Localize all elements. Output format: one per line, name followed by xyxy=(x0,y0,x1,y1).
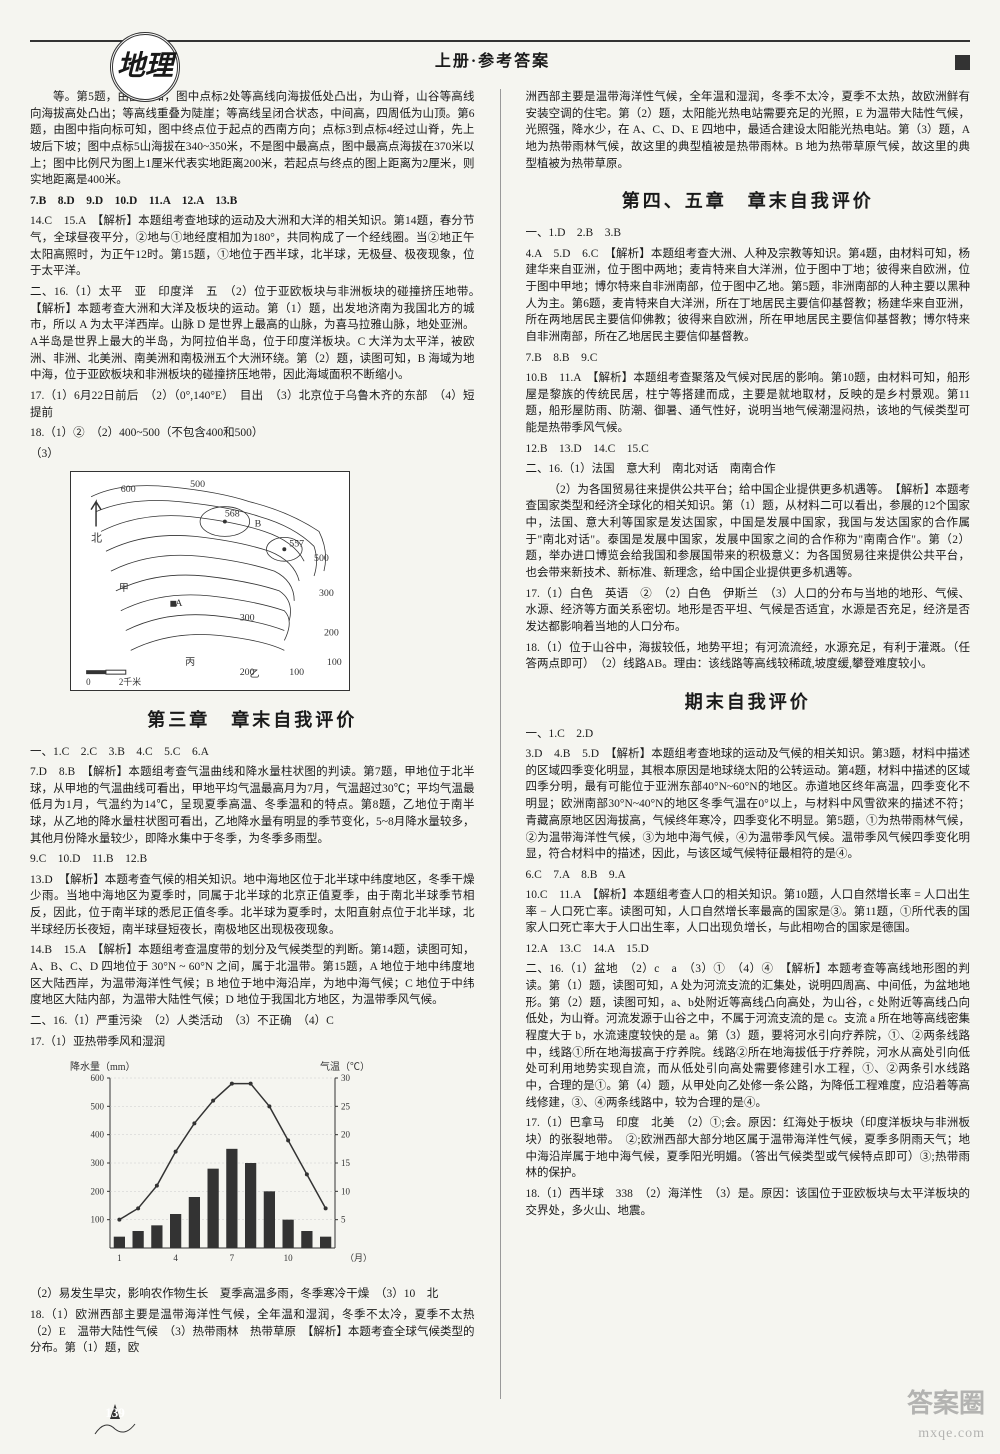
watermark: 答案圈 mxqe.com xyxy=(907,1384,985,1444)
f-q18: 18.（1）西半球 338 （2）海洋性 （3）是。原因：该国位于亚欧板块与太平… xyxy=(526,1186,971,1219)
s45-q18: 18.（1）位于山谷中，海拔较低，地势平坦；有河流流经，水源充足，有利于灌溉。（… xyxy=(526,640,971,673)
answer-q16: 二、16.（1）太平 亚 印度洋 五 （2）位于亚欧板块与非洲板块的碰撞挤压地带… xyxy=(30,284,475,384)
svg-text:4: 4 xyxy=(173,1253,178,1263)
climate-chart: 100 200 300 400 500 600 5 10 15 20 25 30 1 4 7 10 （月） 降水量… xyxy=(60,1058,380,1278)
contour-map-figure: 0 2千米 北 60050056855750030030020010020010… xyxy=(70,471,350,691)
answer-q17: 17.（1）6月22日前后 （2）（0°,140°E） 目出 （3）北京位于乌鲁… xyxy=(30,388,475,421)
s45-q17: 17.（1）白色 英语 ② （2）白色 伊斯兰 （3）人口的分布与当地的地形、气… xyxy=(526,586,971,636)
svg-text:400: 400 xyxy=(91,1130,105,1140)
page-header: 地理 上册·参考答案 xyxy=(30,40,970,74)
svg-text:600: 600 xyxy=(121,484,136,495)
section3-title: 第三章 章末自我评价 xyxy=(30,707,475,734)
s45-q10: 10.B 11.A 【解析】本题组考查聚落及气候对民居的影响。第10题，由材料可… xyxy=(526,370,971,437)
right-column: 洲西部主要是温带海洋性气候，全年温和湿润，冬季不太冷，夏季不太热，故欧洲鲜有安装… xyxy=(526,89,971,1399)
s45-a3: 12.B 13.D 14.C 15.C xyxy=(526,441,971,458)
svg-text:0: 0 xyxy=(86,677,91,687)
svg-text:丙: 丙 xyxy=(185,657,195,668)
svg-text:30: 30 xyxy=(341,1073,351,1083)
page-number: 139 xyxy=(90,1399,140,1439)
svg-text:200: 200 xyxy=(324,627,339,638)
s3-q18: 18.（1）欧洲西部主要是温带海洋性气候，全年温和湿润，冬季不太冷，夏季不太热 … xyxy=(30,1307,475,1357)
svg-text:20: 20 xyxy=(341,1130,351,1140)
s45-a2: 7.B 8.B 9.C xyxy=(526,350,971,367)
svg-text:300: 300 xyxy=(319,588,334,599)
s45-a1: 一、1.D 2.B 3.B xyxy=(526,225,971,242)
svg-text:（月）: （月） xyxy=(345,1253,372,1263)
svg-text:100: 100 xyxy=(91,1215,105,1225)
svg-text:100: 100 xyxy=(289,667,304,678)
f-q16: 二、16.（1）盆地 （2）c a （3）① （4）④ 【解析】本题考查等高线地… xyxy=(526,961,971,1111)
column-divider xyxy=(500,89,501,1399)
f-a2: 6.C 7.A 8.B 9.A xyxy=(526,867,971,884)
watermark-url: mxqe.com xyxy=(907,1423,985,1444)
answers-line: 7.B 8.D 9.D 10.D 11.A 12.A 13.B xyxy=(30,193,475,210)
svg-text:气温（℃）: 气温（℃） xyxy=(320,1060,370,1073)
answer-q18-sub: （3） xyxy=(30,446,475,463)
s3-q16: 二、16.（1）严重污染 （2）人类活动 （3）不正确 （4）C xyxy=(30,1013,475,1030)
svg-text:557: 557 xyxy=(289,538,304,549)
section45-title: 第四、五章 章末自我评价 xyxy=(526,188,971,215)
svg-text:15: 15 xyxy=(341,1158,351,1168)
svg-text:200: 200 xyxy=(91,1187,105,1197)
svg-text:2千米: 2千米 xyxy=(119,676,141,687)
s3-q17-intro: 17.（1）亚热带季风和湿润 xyxy=(30,1034,475,1051)
content-columns: 等。第5题，由图可知，图中点标2处等高线向海拔低处凸出，为山脊，山谷等高线向海拔… xyxy=(30,89,970,1399)
svg-text:500: 500 xyxy=(314,553,329,564)
s3-q13: 13.D 【解析】本题考查气候的相关知识。地中海地区位于北半球中纬度地区，冬季干… xyxy=(30,872,475,939)
watermark-text: 答案圈 xyxy=(907,1384,985,1423)
svg-text:25: 25 xyxy=(341,1102,351,1112)
svg-text:乙: 乙 xyxy=(250,668,260,680)
svg-text:500: 500 xyxy=(91,1102,105,1112)
final-title: 期末自我评价 xyxy=(526,689,971,716)
svg-text:139: 139 xyxy=(105,1405,125,1420)
svg-text:降水量（mm）: 降水量（mm） xyxy=(70,1060,136,1073)
s3-answers2: 9.C 10.D 11.B 12.B xyxy=(30,851,475,868)
f-a1: 一、1.C 2.D xyxy=(526,726,971,743)
answer-q18: 18.（1）② （2）400~500（不包含400和500） xyxy=(30,425,475,442)
svg-text:300: 300 xyxy=(91,1158,105,1168)
svg-text:100: 100 xyxy=(327,657,342,668)
svg-text:1: 1 xyxy=(117,1253,122,1263)
f-q17: 17.（1）巴拿马 印度 北美 （2）①;会。原因：红海处于板块（印度洋板块与非… xyxy=(526,1115,971,1182)
subject-badge: 地理 xyxy=(110,32,180,102)
f-q10: 10.C 11.A 【解析】本题组考查人口的相关知识。第10题，人口自然增长率 … xyxy=(526,887,971,937)
right-intro: 洲西部主要是温带海洋性气候，全年温和湿润，冬季不太冷，夏季不太热，故欧洲鲜有安装… xyxy=(526,89,971,172)
left-column: 等。第5题，由图可知，图中点标2处等高线向海拔低处凸出，为山脊，山谷等高线向海拔… xyxy=(30,89,475,1399)
svg-text:10: 10 xyxy=(284,1253,294,1263)
svg-text:10: 10 xyxy=(341,1187,351,1197)
svg-text:600: 600 xyxy=(91,1073,105,1083)
header-decoration xyxy=(955,55,970,70)
svg-text:B: B xyxy=(255,518,262,529)
svg-text:500: 500 xyxy=(190,479,205,490)
svg-text:5: 5 xyxy=(341,1215,346,1225)
intro-text: 等。第5题，由图可知，图中点标2处等高线向海拔低处凸出，为山脊，山谷等高线向海拔… xyxy=(30,89,475,189)
svg-text:300: 300 xyxy=(240,612,255,623)
svg-text:568: 568 xyxy=(225,508,240,519)
s3-q14: 14.B 15.A 【解析】本题组考查温度带的划分及气候类型的判断。第14题，读… xyxy=(30,942,475,1009)
s3-q17-2: （2）易发生旱灾，影响农作物生长 夏季高温多雨，冬季寒冷干燥 （3）10 北 xyxy=(30,1286,475,1303)
svg-text:甲: 甲 xyxy=(119,583,129,594)
svg-text:7: 7 xyxy=(230,1253,235,1263)
s45-q16: 二、16.（1）法国 意大利 南北对话 南南合作 xyxy=(526,461,971,478)
f-a3: 12.A 13.C 14.A 15.D xyxy=(526,941,971,958)
s3-answers1: 一、1.C 2.C 3.B 4.C 5.C 6.A xyxy=(30,744,475,761)
svg-text:A: A xyxy=(175,597,183,608)
svg-text:北: 北 xyxy=(91,531,102,544)
answer-q14: 14.C 15.A 【解析】本题组考查地球的运动及大洲和大洋的相关知识。第14题… xyxy=(30,213,475,280)
s45-q4: 4.A 5.D 6.C 【解析】本题组考查大洲、人种及宗教等知识。第4题，由材料… xyxy=(526,246,971,346)
s45-q16-2: （2）为各国贸易往来提供公共平台；给中国企业提供更多机遇等。 【解析】本题考查国… xyxy=(526,482,971,582)
f-q3: 3.D 4.B 5.D 【解析】本题组考查地球的运动及气候的相关知识。第3题，材… xyxy=(526,746,971,863)
s3-q7: 7.D 8.B 【解析】本题组考查气温曲线和降水量柱状图的判读。第7题，甲地位于… xyxy=(30,764,475,847)
